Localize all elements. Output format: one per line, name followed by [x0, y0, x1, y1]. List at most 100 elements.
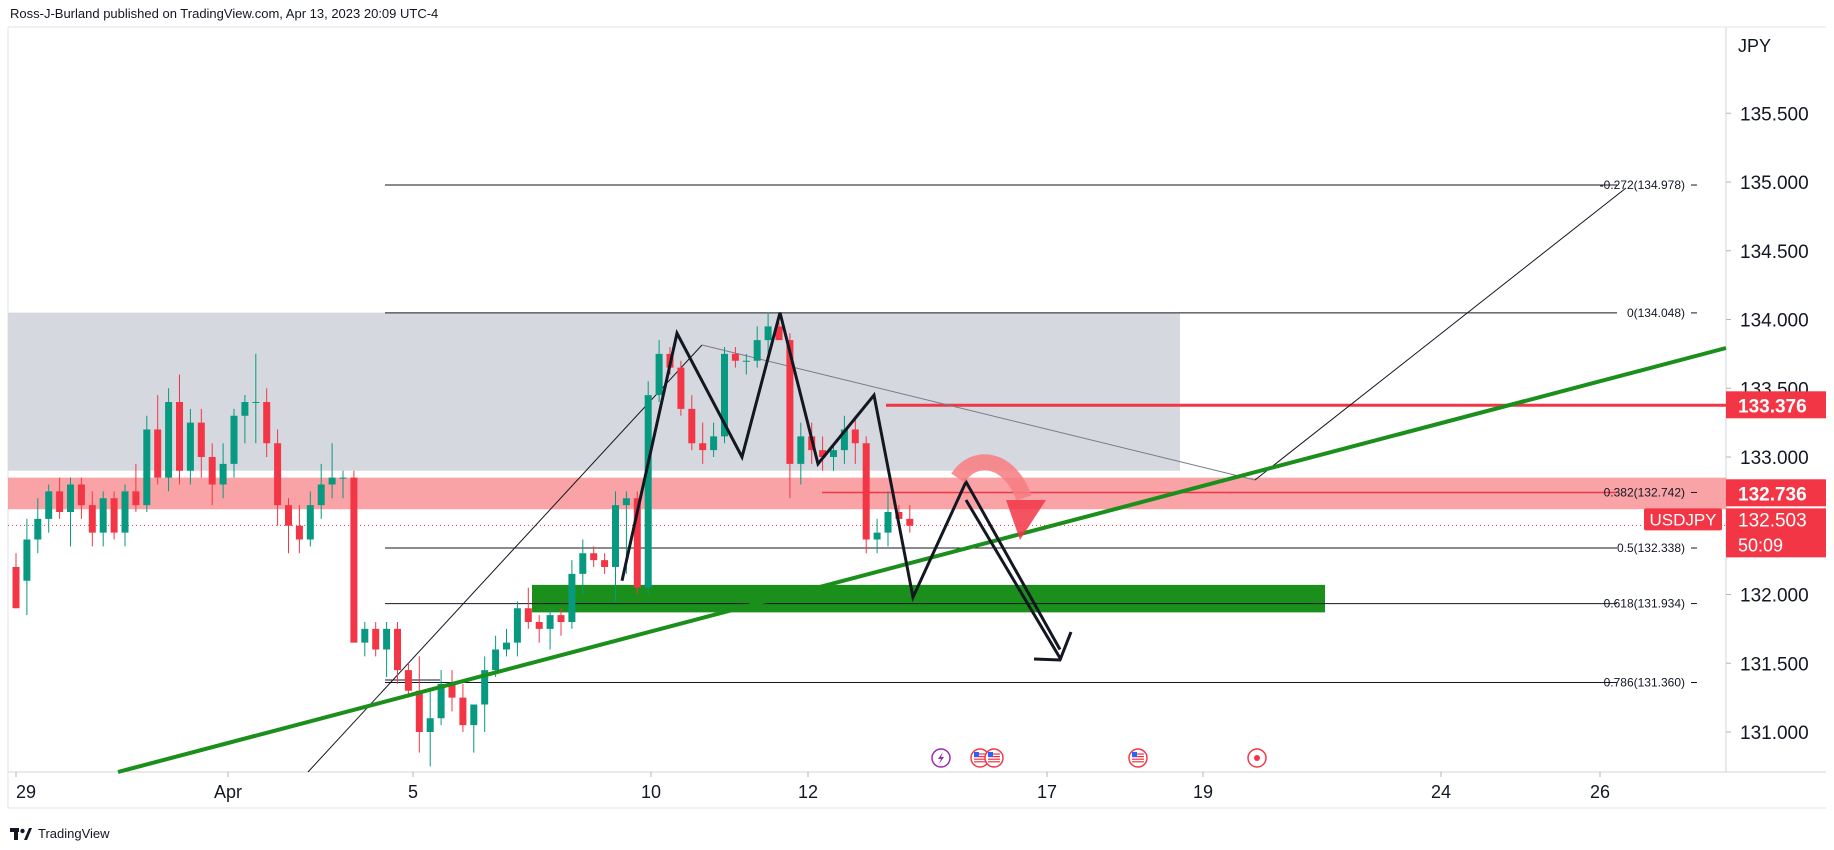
candle-body — [285, 505, 292, 526]
lightning-bolt — [938, 752, 944, 764]
candle-body — [699, 443, 707, 451]
candle-body — [34, 518, 42, 540]
countdown-label: 50:09 — [1738, 535, 1783, 555]
flag-canton — [974, 752, 979, 757]
tradingview-logo-icon — [10, 827, 32, 840]
time-tick-label: 24 — [1431, 782, 1451, 802]
time-axis[interactable]: 29 Apr 5 10 12 17 19 24 26 — [15, 772, 1610, 802]
candle-body — [710, 436, 718, 451]
candle-body — [197, 422, 205, 457]
candle-body — [492, 649, 500, 671]
candle-body — [230, 415, 238, 464]
zigzag-pattern-line — [620, 312, 1062, 651]
candles-layer — [12, 312, 914, 767]
us-flag-event-icon[interactable] — [970, 748, 990, 768]
tradingview-footer[interactable]: TradingView — [10, 826, 110, 841]
candle-body — [764, 326, 772, 341]
time-tick-label: 12 — [798, 782, 818, 802]
down-arrow-shaft — [964, 499, 1062, 659]
candle-body — [77, 484, 85, 506]
fib-anchor-line — [307, 344, 703, 773]
time-tick-label: 29 — [16, 782, 36, 802]
candle-body — [753, 340, 761, 361]
candle-body — [99, 498, 107, 533]
rollover-arrow — [951, 454, 1032, 502]
candle-body — [372, 628, 380, 650]
candle-body — [557, 615, 565, 622]
price-tick-label: 131.000 — [1740, 723, 1809, 744]
candle-body — [143, 429, 151, 506]
candle-body — [404, 670, 412, 691]
dot-center — [1254, 755, 1260, 761]
rollover-arrow-head — [1006, 500, 1046, 540]
candle-body — [154, 429, 162, 478]
price-badge — [1726, 391, 1826, 419]
price-tick-label: 133.000 — [1740, 448, 1809, 469]
us-flag-event-icon[interactable] — [984, 748, 1004, 768]
candle-body — [306, 505, 314, 540]
flag-canton — [988, 752, 993, 757]
candle-body — [633, 498, 641, 588]
candle-body — [176, 402, 183, 471]
candle-body — [873, 532, 881, 540]
candle-body — [56, 491, 64, 512]
symbol-badge — [1644, 508, 1722, 531]
price-tick-label: 135.500 — [1740, 104, 1809, 125]
candle-body — [655, 353, 663, 396]
candle-body — [503, 642, 510, 650]
candle-body — [470, 704, 478, 726]
candle-body — [579, 553, 587, 574]
candle-body — [23, 539, 31, 581]
candle-body — [546, 615, 554, 629]
candle-body — [884, 512, 892, 533]
flag-canton — [1132, 752, 1137, 757]
price-tick-label: 134.500 — [1740, 242, 1809, 263]
candle-body — [622, 498, 630, 506]
candle-body — [88, 505, 96, 533]
candle-body — [677, 367, 685, 409]
candle-body — [819, 450, 827, 457]
candle-body — [339, 477, 347, 479]
candle-body — [688, 408, 696, 444]
price-tick-label: 135.000 — [1740, 173, 1809, 194]
candle-body — [219, 463, 227, 485]
fib-layer: -0.272(134.978) 0(134.048) 0.382(132.742) 0… — [385, 178, 1697, 690]
candle-body — [742, 360, 750, 362]
candle-body — [241, 402, 249, 416]
fib-label: 0.5(132.338) — [1617, 541, 1685, 555]
candle-body — [612, 505, 619, 567]
candle-body — [361, 628, 369, 643]
candle-body — [797, 436, 805, 464]
price-badge-label: 132.736 — [1738, 484, 1807, 505]
candle-body — [524, 608, 532, 622]
drawing-overlay — [117, 312, 1727, 774]
event-markers[interactable] — [931, 748, 1267, 768]
price-badge-label: 133.376 — [1738, 396, 1807, 417]
candle-body — [513, 608, 521, 643]
ascending-trendline — [117, 346, 1727, 774]
candle-body — [459, 697, 467, 726]
currency-label: JPY — [1738, 36, 1771, 56]
price-axis[interactable]: 135.500135.000134.500134.000133.500133.0… — [1726, 104, 1809, 744]
candle-body — [721, 353, 728, 437]
candle-body — [274, 443, 282, 506]
dot-event-icon[interactable] — [1247, 748, 1267, 768]
us-flag-event-icon[interactable] — [1128, 748, 1148, 768]
candle-body — [601, 560, 609, 567]
range-box — [8, 312, 1180, 471]
candle-body — [775, 326, 783, 341]
candle-body — [186, 422, 194, 471]
last-price-label: 132.503 — [1738, 510, 1807, 531]
time-tick-label: 10 — [641, 782, 661, 802]
candle-body — [12, 567, 20, 609]
price-tick-label: 134.000 — [1740, 311, 1809, 332]
candle-body — [121, 491, 129, 533]
candle-body — [840, 429, 848, 451]
lightning-event-icon[interactable] — [931, 748, 951, 768]
flag-ring — [1128, 748, 1148, 768]
down-arrow-head — [1033, 631, 1073, 662]
candle-body — [535, 622, 543, 629]
candle-body — [132, 491, 140, 506]
